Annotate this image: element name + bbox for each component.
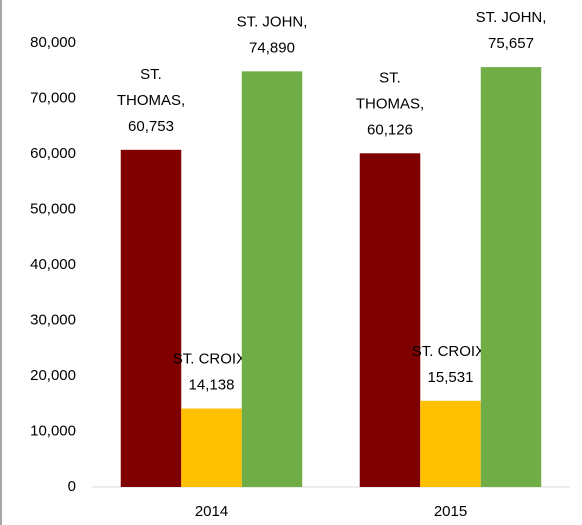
bar [120, 149, 182, 487]
y-tick-label: 0 [68, 478, 76, 495]
x-tick-label: 2014 [195, 503, 228, 520]
data-label: ST. JOHN, 74,890 [237, 13, 308, 56]
bar [241, 71, 303, 487]
y-tick-label: 60,000 [30, 145, 76, 162]
y-tick-label: 10,000 [30, 422, 76, 439]
y-tick-label: 50,000 [30, 200, 76, 217]
bar [480, 67, 542, 488]
data-label: ST. CROIX, 15,531 [412, 343, 490, 386]
x-tick-label: 2015 [434, 503, 467, 520]
data-label: ST. THOMAS, 60,126 [356, 69, 424, 138]
y-tick-label: 30,000 [30, 311, 76, 328]
y-tick-label: 20,000 [30, 367, 76, 384]
bar [181, 408, 242, 487]
y-tick-label: 40,000 [30, 256, 76, 273]
data-label: ST. CROIX, 14,138 [173, 351, 251, 394]
data-label: ST. THOMAS, 60,753 [117, 66, 185, 135]
bar [359, 153, 421, 487]
bar [420, 400, 481, 487]
y-tick-label: 80,000 [30, 34, 76, 51]
data-label: ST. JOHN, 75,657 [476, 9, 547, 52]
y-tick-label: 70,000 [30, 89, 76, 106]
